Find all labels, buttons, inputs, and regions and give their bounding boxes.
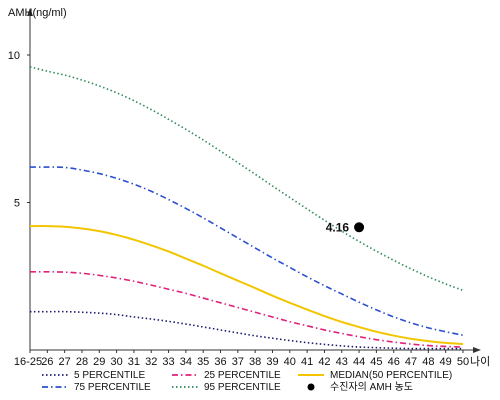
x-axis-label: 나이 <box>470 355 490 368</box>
x-axis-arrow <box>473 347 481 353</box>
x-tick-label: 37 <box>232 356 244 368</box>
x-tick-label: 34 <box>180 356 192 368</box>
series-line-2 <box>29 225 464 346</box>
x-tick-label: 43 <box>336 356 348 368</box>
series-line-0 <box>29 310 463 350</box>
x-tick-label: 49 <box>440 356 452 368</box>
y-tick-label: 5 <box>14 198 20 210</box>
x-tick-label: 32 <box>145 356 157 368</box>
x-tick-label: 46 <box>388 356 400 368</box>
y-tick-label: 10 <box>8 50 20 62</box>
x-tick-label: 26 <box>41 356 53 368</box>
series-line-1 <box>29 271 464 348</box>
legend-label-2: MEDIAN(50 PERCENTILE) <box>330 370 452 381</box>
patient-point <box>354 222 365 233</box>
x-tick-label: 36 <box>214 356 226 368</box>
legend-label-4: 95 PERCENTILE <box>204 382 281 393</box>
x-tick-label: 33 <box>162 356 174 368</box>
x-tick-label: 16-25 <box>14 356 42 368</box>
x-tick-label: 28 <box>76 356 88 368</box>
x-tick-label: 48 <box>422 356 434 368</box>
x-tick-label: 45 <box>370 356 382 368</box>
x-tick-label: 44 <box>353 356 365 368</box>
legend-label-patient: 수진자의 AMH 농도 <box>330 381 413 393</box>
series-line-4 <box>29 66 464 292</box>
x-tick-label: 40 <box>284 356 296 368</box>
x-tick-label: 30 <box>110 356 122 368</box>
legend-swatch-patient <box>307 383 315 391</box>
y-axis-arrow <box>27 8 33 16</box>
legend-label-1: 25 PERCENTILE <box>204 370 281 381</box>
x-tick-label: 27 <box>59 356 71 368</box>
series-line-3 <box>29 166 464 337</box>
legend-label-3: 75 PERCENTILE <box>74 382 151 393</box>
x-tick-label: 35 <box>197 356 209 368</box>
x-tick-label: 29 <box>93 356 105 368</box>
x-tick-label: 31 <box>128 356 140 368</box>
x-tick-label: 50 <box>457 356 469 368</box>
x-tick-label: 47 <box>405 356 417 368</box>
x-tick-label: 38 <box>249 356 261 368</box>
x-tick-label: 39 <box>266 356 278 368</box>
legend-label-0: 5 PERCENTILE <box>74 370 145 381</box>
x-tick-label: 42 <box>318 356 330 368</box>
y-axis-label: AMH(ng/ml) <box>8 7 67 19</box>
x-tick-label: 41 <box>301 356 313 368</box>
patient-value-label: 4.16 <box>326 220 350 234</box>
